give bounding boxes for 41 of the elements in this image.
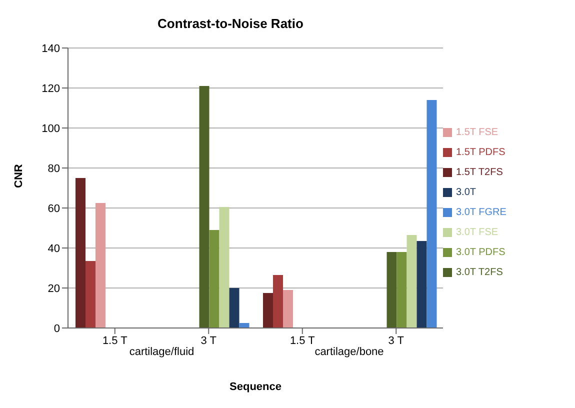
bar — [283, 290, 293, 328]
bar — [199, 86, 210, 328]
legend-label: 1.5T T2FS — [456, 167, 503, 178]
bar — [416, 241, 427, 328]
y-tick-label: 40 — [48, 242, 60, 255]
y-tick-label: 120 — [42, 82, 60, 95]
legend-label: 1.5T FSE — [456, 127, 498, 138]
bar — [386, 252, 397, 328]
y-tick-label: 100 — [42, 122, 60, 135]
legend-label: 3.0T FGRE — [456, 207, 506, 218]
bar — [229, 288, 240, 328]
text: cartilage/fluid — [128, 346, 196, 358]
x-tick-label: 3 T — [388, 334, 404, 347]
x-tick-label: 3 T — [200, 334, 217, 347]
bar — [273, 275, 283, 328]
bar — [426, 100, 437, 328]
bar — [209, 230, 220, 328]
x-axis-title: Sequence — [230, 381, 282, 393]
y-tick-label: 20 — [48, 282, 60, 295]
chart-title: Contrast-to-Noise Ratio — [156, 16, 304, 31]
legend-label: 3.0T T2FS — [456, 267, 503, 278]
legend-label: 3.0T — [456, 187, 476, 198]
bar — [86, 261, 96, 328]
bar — [239, 323, 250, 328]
bar — [406, 235, 417, 328]
bar — [76, 178, 86, 328]
bar — [219, 207, 230, 328]
legend-label: 1.5T PDFS — [456, 147, 506, 158]
y-tick-label: 140 — [42, 42, 60, 55]
y-tick-label: 60 — [48, 202, 60, 215]
y-axis-title: CNR — [12, 164, 25, 188]
y-tick-label: 80 — [48, 162, 60, 175]
x-tick-label: 1.5 T — [102, 334, 128, 347]
y-tick-label: 0 — [54, 322, 60, 335]
x-tick-label: 1.5 T — [290, 334, 316, 347]
bar — [96, 203, 106, 328]
legend-label: 3.0T FSE — [456, 227, 498, 238]
legend-label: 3.0T PDFS — [456, 247, 506, 258]
bar — [263, 293, 273, 328]
text: cartilage/bone — [314, 346, 385, 358]
bar — [396, 252, 407, 328]
